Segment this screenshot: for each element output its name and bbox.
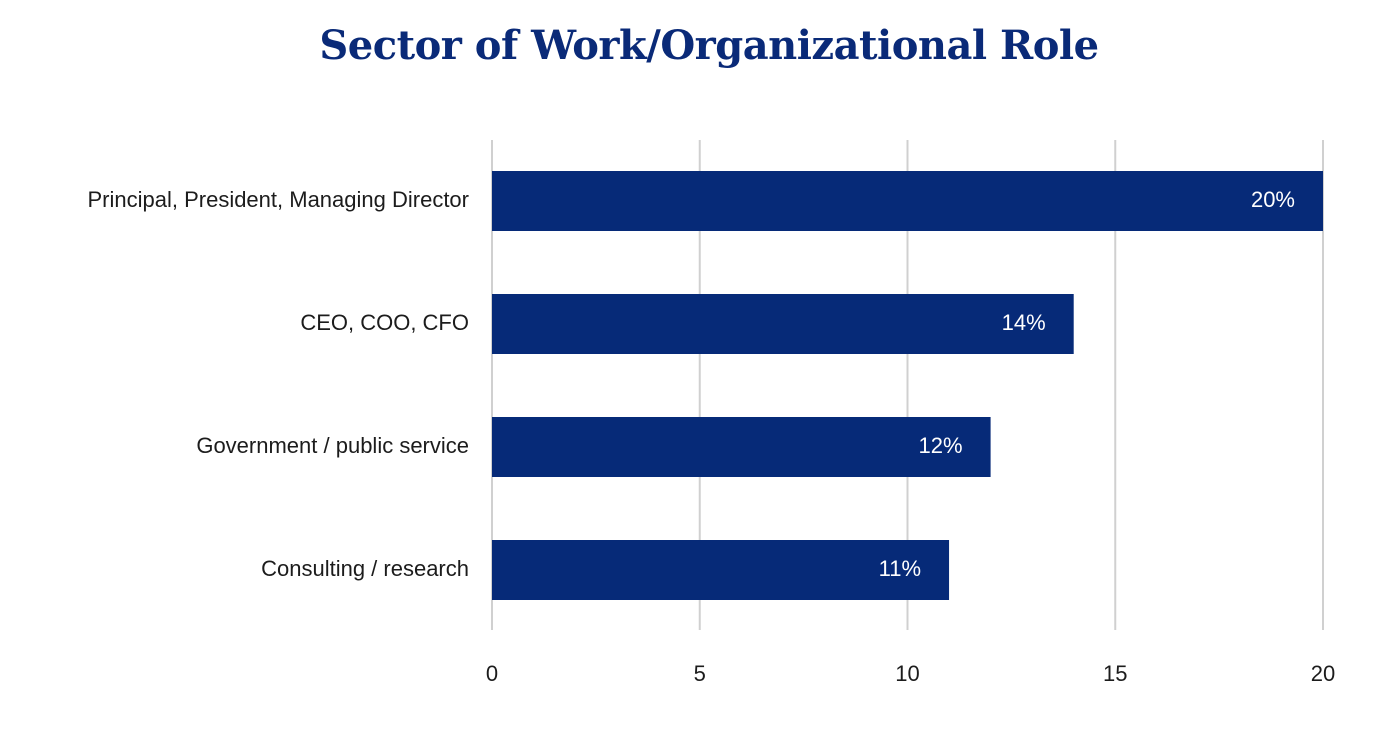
- x-tick-label: 5: [694, 661, 706, 686]
- x-tick-label: 20: [1311, 661, 1335, 686]
- labels: 0 5 10 15 20 Principal, President, Managing D…: [87, 187, 1335, 686]
- x-tick-label: 15: [1103, 661, 1127, 686]
- bar: [492, 294, 1074, 354]
- chart-title: Sector of Work/Organizational Role: [319, 22, 1099, 69]
- bar: [492, 540, 950, 600]
- category-label: CEO, COO, CFO: [300, 310, 469, 335]
- bar: [492, 417, 991, 477]
- category-label: Government / public service: [196, 433, 469, 458]
- category-label: Principal, President, Managing Director: [87, 187, 469, 212]
- x-tick-label: 10: [895, 661, 919, 686]
- category-label: Consulting / research: [261, 556, 469, 581]
- data-label: 14%: [1002, 310, 1046, 335]
- bar: [492, 171, 1323, 231]
- bars: [492, 171, 1323, 600]
- x-tick-label: 0: [486, 661, 498, 686]
- data-label: 20%: [1251, 187, 1295, 212]
- data-label: 12%: [919, 433, 963, 458]
- data-label: 11%: [879, 556, 921, 581]
